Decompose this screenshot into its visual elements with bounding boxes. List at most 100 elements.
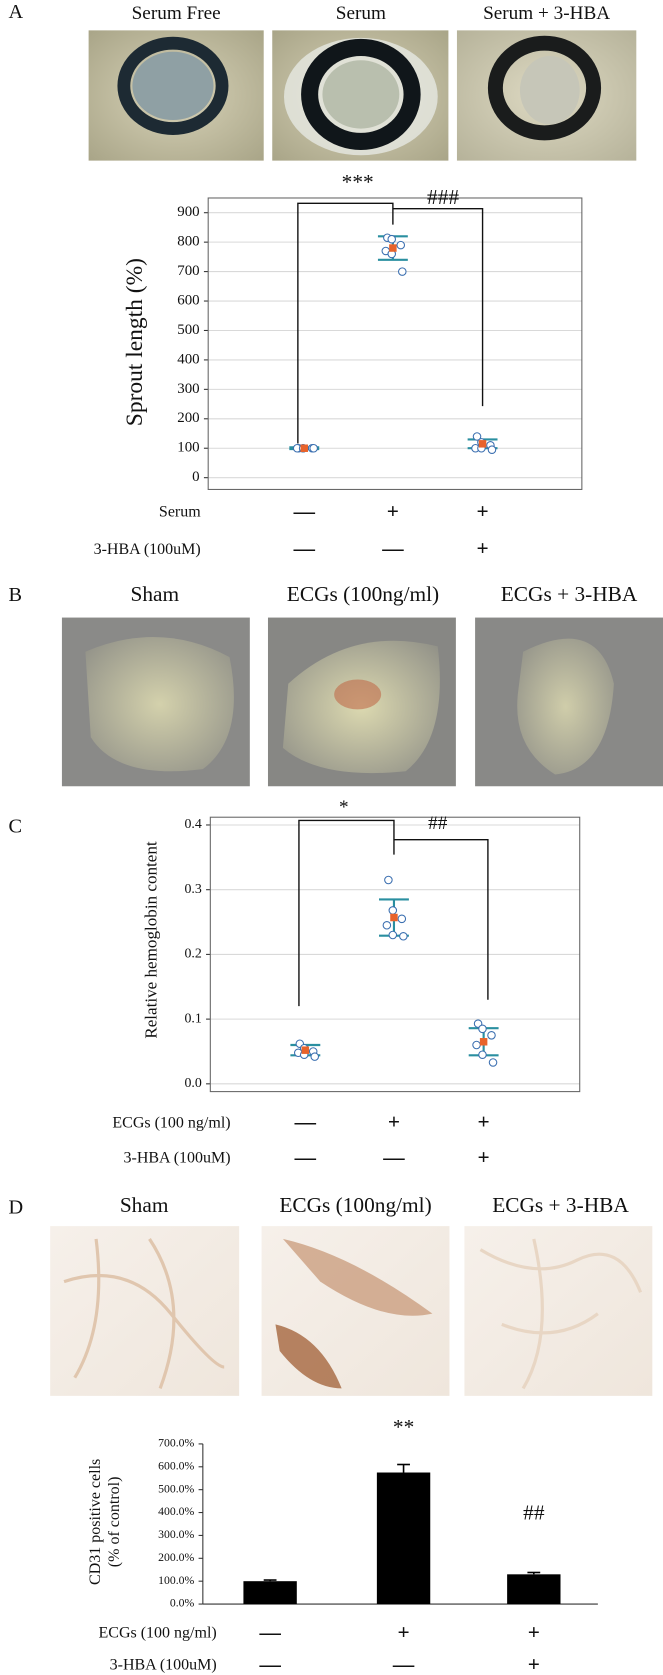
- y-tick-label: 0.2: [184, 947, 201, 962]
- data-point: [387, 234, 397, 244]
- data-point: [487, 445, 497, 454]
- condition-mark: —: [392, 1652, 415, 1675]
- condition-mark: —: [258, 1620, 281, 1644]
- photo-label: ECGs (100ng/ml): [287, 582, 439, 606]
- significance-bracket: [298, 819, 395, 1007]
- condition-mark: —: [293, 536, 316, 560]
- y-tick-label: 0.0%: [170, 1597, 195, 1610]
- y-tick-label: 0.3: [184, 882, 201, 897]
- data-point: [388, 906, 398, 915]
- mean-marker: [300, 444, 309, 452]
- panel-label: C: [9, 816, 23, 838]
- condition-mark: +: [388, 1110, 400, 1134]
- y-tick-label: 700: [177, 263, 199, 279]
- plot-frame: [207, 197, 583, 490]
- y-tick-label: 0: [192, 469, 199, 485]
- data-point: [388, 930, 398, 940]
- annotation: *: [339, 797, 349, 818]
- photo-label: Serum + 3-HBA: [483, 3, 610, 24]
- condition-mark: —: [381, 536, 404, 560]
- condition-label: 3-HBA (100uM): [94, 541, 201, 558]
- data-point: [398, 267, 407, 276]
- mean-marker: [479, 1038, 488, 1046]
- y-tick-label: 200.0%: [158, 1551, 194, 1564]
- photos-b: [61, 617, 663, 787]
- photo-label: Sham: [120, 1193, 169, 1217]
- condition-label: ECGs (100 ng/ml): [99, 1625, 217, 1642]
- y-tick-label: 0.4: [184, 817, 201, 832]
- y-tick-label: 100: [177, 440, 199, 456]
- y-tick-label: 500: [177, 322, 199, 338]
- data-point: [472, 1040, 481, 1050]
- panel-label: B: [9, 584, 23, 606]
- condition-mark: +: [528, 1620, 540, 1644]
- condition-mark: —: [294, 1110, 317, 1134]
- y-tick-label: 200: [177, 410, 199, 426]
- condition-mark: —: [382, 1145, 405, 1169]
- y-tick-label: 500.0%: [158, 1482, 194, 1495]
- condition-mark: +: [397, 1620, 409, 1644]
- significance-bracket: [393, 838, 489, 1000]
- y-axis-label: Relative hemoglobin content: [142, 841, 161, 1039]
- photo-label: Sham: [130, 582, 179, 606]
- condition-mark: +: [478, 1110, 490, 1134]
- condition-mark: +: [476, 499, 488, 523]
- y-tick-label: 300: [177, 381, 199, 397]
- bar: [243, 1581, 297, 1605]
- bar: [376, 1472, 431, 1605]
- photo-label: ECGs + 3-HBA: [501, 582, 638, 606]
- condition-label: Serum: [159, 504, 201, 521]
- condition-mark: —: [293, 499, 316, 523]
- chart: 0 100 200 300 400 500 600 700 800 900 Sprout lengt…: [94, 170, 583, 560]
- data-point: [399, 932, 408, 941]
- panel-label: D: [9, 1197, 24, 1219]
- y-tick-label: 700.0%: [158, 1437, 194, 1450]
- data-point: [478, 1050, 487, 1059]
- chart: 0.0% 100.0% 200.0% 300.0% 400.0% 500.0% 600.0%…: [87, 1415, 598, 1675]
- condition-mark: +: [528, 1652, 540, 1675]
- significance-bracket: [297, 202, 394, 444]
- photo-label: Serum: [336, 3, 386, 24]
- condition-label: 3-HBA (100uM): [123, 1150, 230, 1167]
- y-tick-label: 0.1: [184, 1011, 201, 1026]
- annotation: ***: [342, 170, 374, 194]
- y-tick-label: 0.0: [184, 1076, 201, 1091]
- condition-mark: —: [258, 1652, 281, 1675]
- data-point: [478, 1024, 487, 1034]
- y-tick-label: 900: [177, 204, 199, 220]
- y-tick-label: 600: [177, 292, 199, 308]
- y-tick-label: 800: [177, 234, 199, 250]
- photos-d: [50, 1226, 653, 1396]
- mean-marker: [301, 1046, 310, 1054]
- data-point: [397, 914, 407, 924]
- annotation: ###: [427, 185, 459, 209]
- photos-a: [88, 30, 637, 161]
- bar: [507, 1574, 561, 1605]
- annotation: ##: [428, 813, 448, 834]
- condition-mark: —: [294, 1145, 317, 1169]
- y-tick-label: 600.0%: [158, 1459, 194, 1472]
- y-axis-label: (% of control): [106, 1477, 123, 1568]
- condition-mark: +: [478, 1145, 490, 1169]
- condition-mark: +: [476, 536, 488, 560]
- annotation: ##: [523, 1500, 545, 1524]
- data-point: [310, 1052, 320, 1061]
- data-point: [487, 1031, 496, 1040]
- plot-frame: [209, 816, 581, 1093]
- data-point: [384, 875, 393, 885]
- photo-label: ECGs (100ng/ml): [279, 1193, 431, 1217]
- y-tick-label: 400.0%: [158, 1505, 194, 1518]
- photo-label: ECGs + 3-HBA: [492, 1193, 629, 1217]
- panel-label: A: [9, 1, 24, 23]
- y-axis-label: Sprout length (%): [122, 258, 148, 426]
- y-tick-label: 300.0%: [158, 1528, 194, 1541]
- y-axis-label: CD31 positive cells: [87, 1459, 104, 1585]
- annotation: **: [393, 1415, 414, 1439]
- chart: 0.0 0.1 0.2 0.3 0.4 Relative hemoglobin conte…: [112, 797, 581, 1169]
- y-tick-label: 400: [177, 351, 199, 367]
- data-point: [309, 443, 318, 453]
- condition-label: 3-HBA (100uM): [110, 1657, 217, 1674]
- condition-label: ECGs (100 ng/ml): [112, 1114, 230, 1131]
- mean-marker: [478, 440, 487, 448]
